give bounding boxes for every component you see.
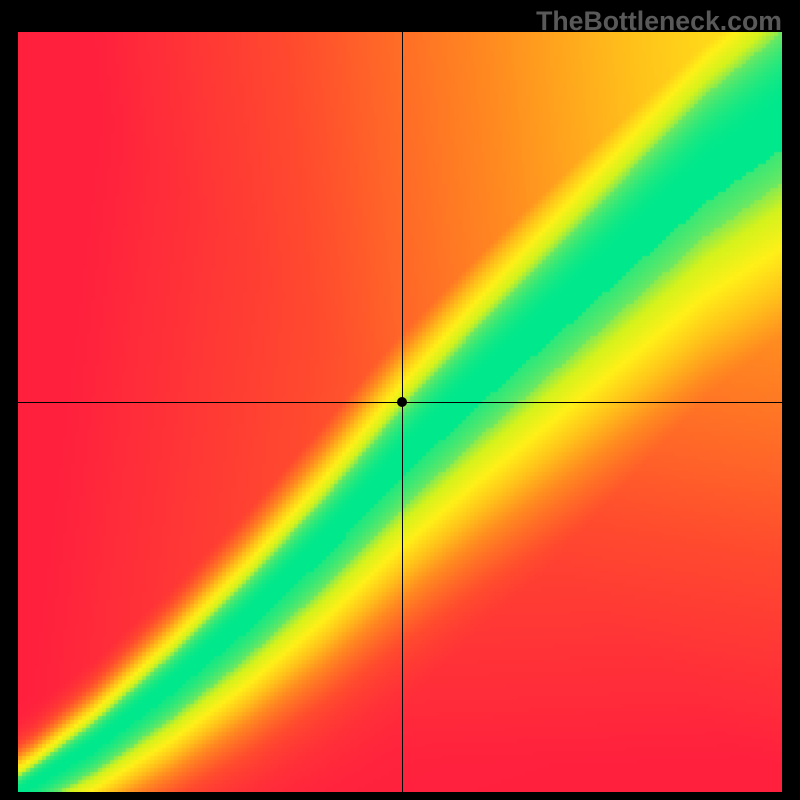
chart-container: TheBottleneck.com: [0, 0, 800, 800]
crosshair-vertical: [402, 32, 403, 792]
heatmap-canvas: [18, 32, 782, 792]
data-point-marker: [397, 397, 407, 407]
plot-area: [18, 32, 782, 792]
